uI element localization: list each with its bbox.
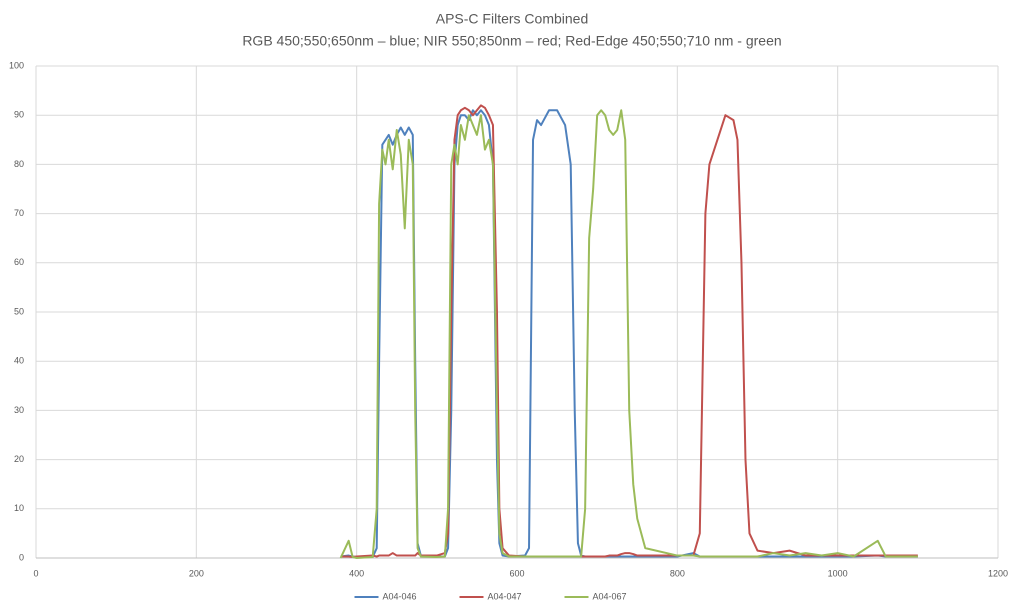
y-tick-label: 30 — [14, 405, 24, 415]
y-tick-label: 100 — [9, 60, 24, 70]
x-tick-label: 800 — [670, 568, 685, 578]
chart-subtitle: RGB 450;550;650nm – blue; NIR 550;850nm … — [242, 33, 781, 49]
legend-label: A04-046 — [383, 591, 417, 601]
series-line — [340, 109, 918, 559]
y-tick-label: 20 — [14, 454, 24, 464]
x-tick-label: 600 — [509, 568, 524, 578]
y-tick-label: 50 — [14, 306, 24, 316]
x-tick-label: 400 — [349, 568, 364, 578]
series-line — [340, 104, 918, 559]
x-tick-label: 0 — [33, 568, 38, 578]
y-tick-label: 90 — [14, 110, 24, 120]
y-tick-label: 60 — [14, 257, 24, 267]
y-tick-label: 10 — [14, 503, 24, 513]
series-line — [339, 109, 918, 559]
y-tick-label: 80 — [14, 159, 24, 169]
chart-title: APS-C Filters Combined — [436, 11, 589, 27]
x-tick-label: 1200 — [988, 568, 1008, 578]
x-tick-label: 1000 — [828, 568, 848, 578]
legend-label: A04-047 — [488, 591, 522, 601]
y-tick-label: 0 — [19, 552, 24, 562]
y-tick-label: 70 — [14, 208, 24, 218]
y-tick-label: 40 — [14, 356, 24, 366]
x-tick-label: 200 — [189, 568, 204, 578]
legend-label: A04-067 — [593, 591, 627, 601]
